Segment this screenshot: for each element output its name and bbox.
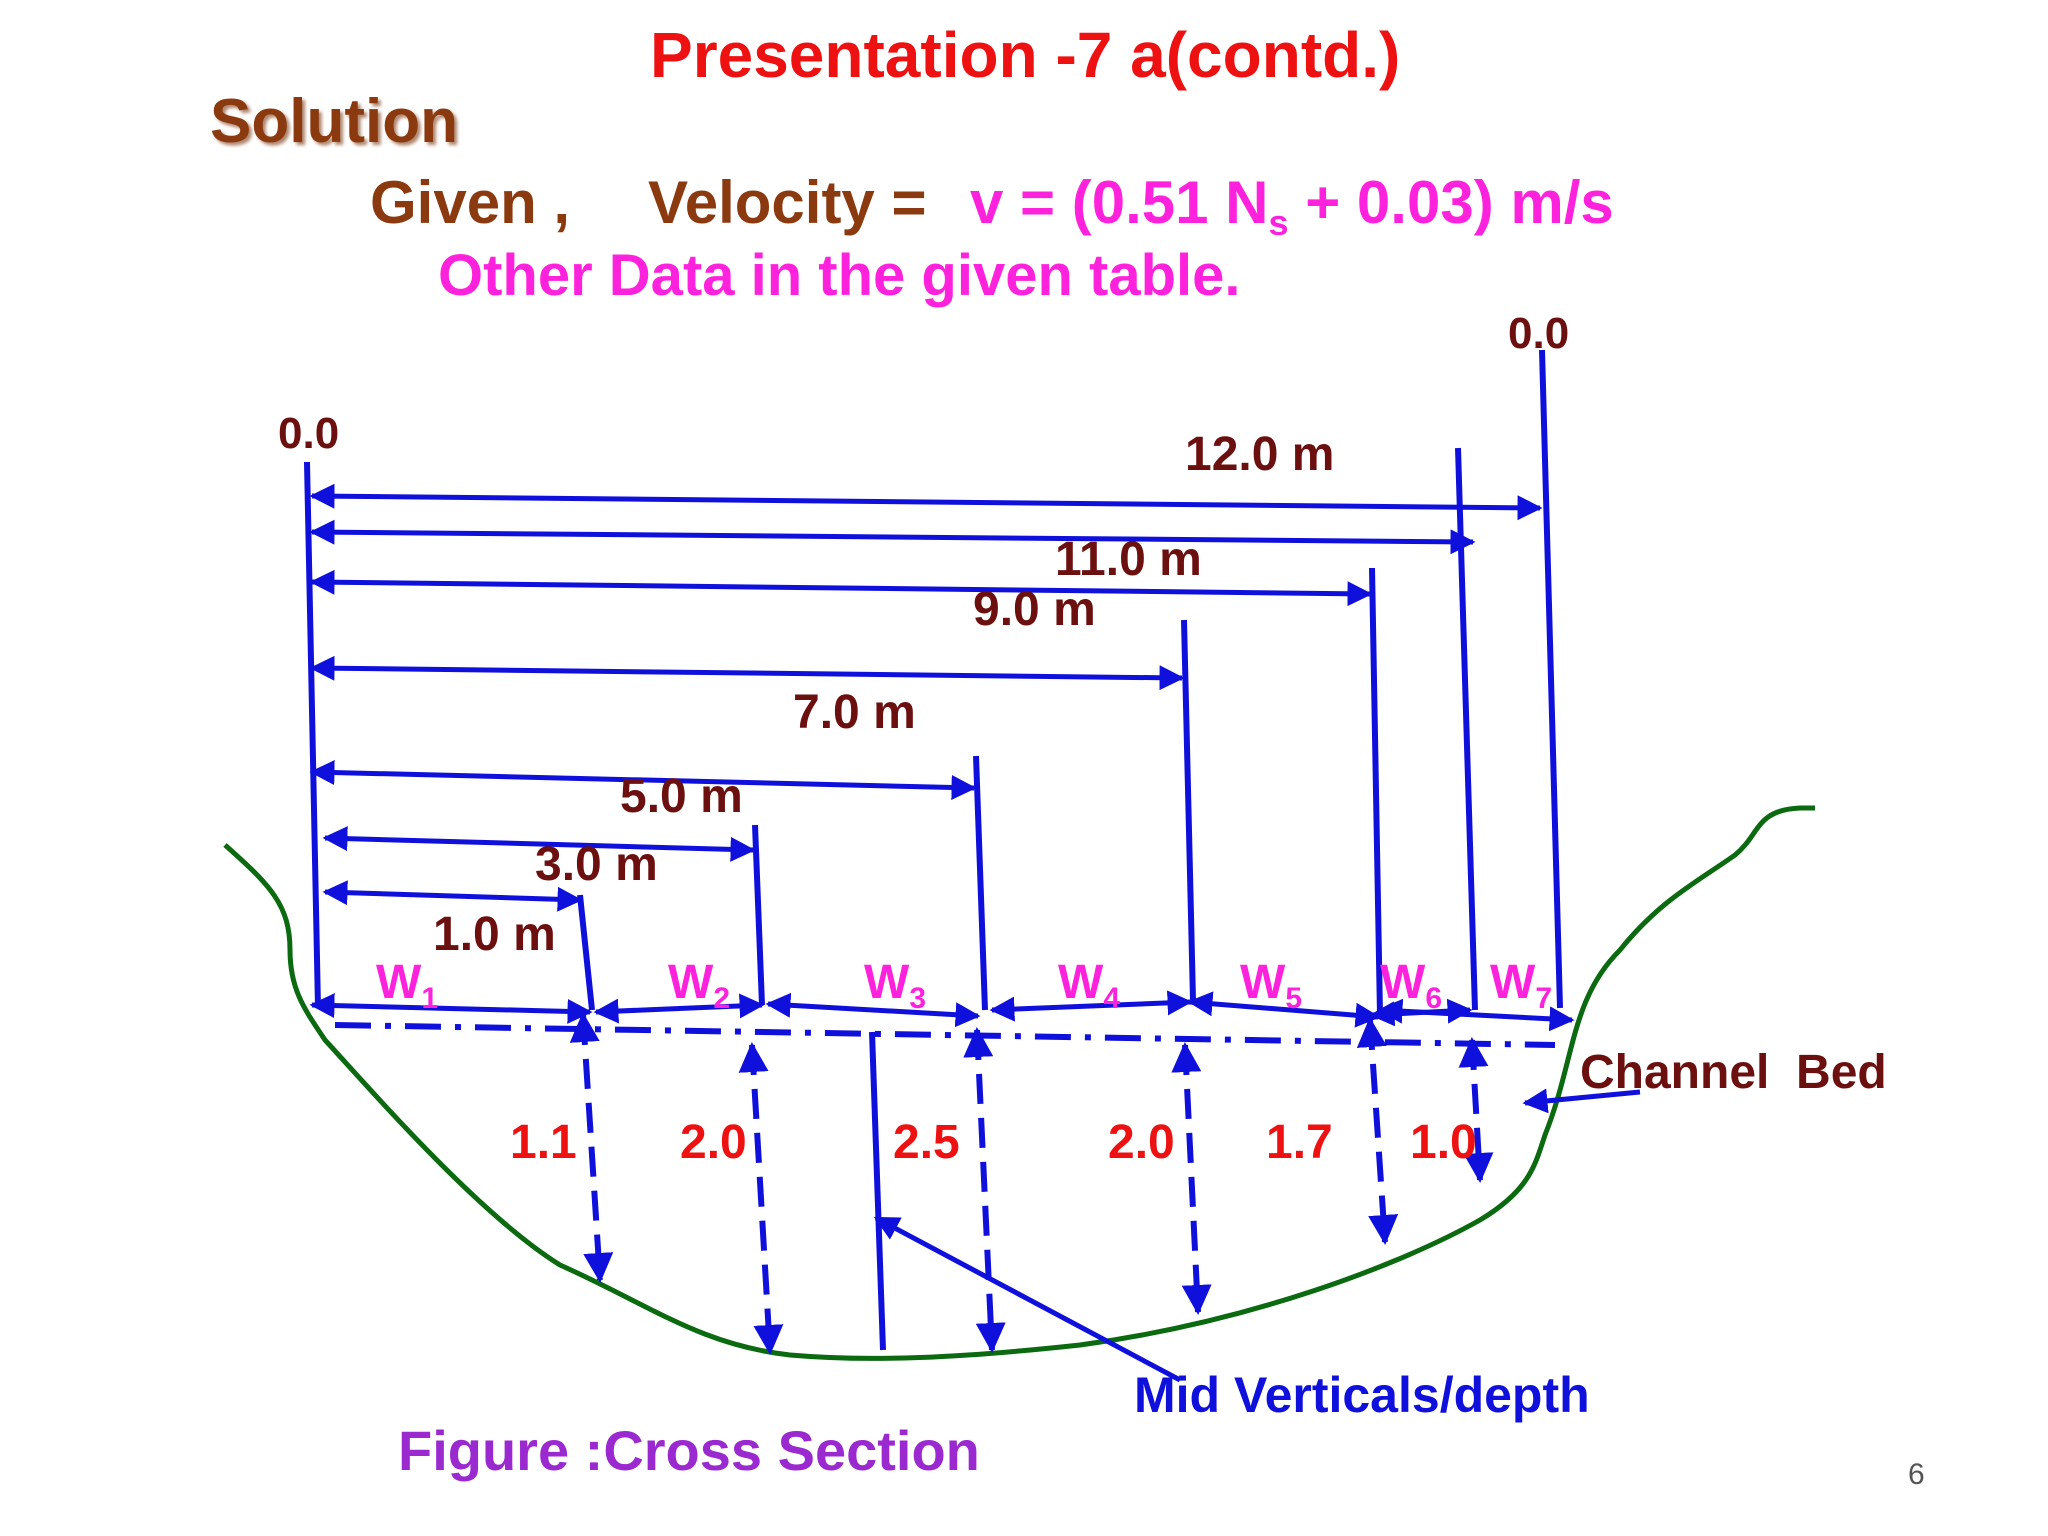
width-arrow-7 (1377, 998, 1575, 1032)
distance-arrows (309, 483, 1543, 912)
dim-arrow-3m (322, 826, 756, 862)
depth-arrow-1 (569, 1012, 614, 1283)
width-label-2: W2 (668, 956, 730, 1015)
width-w3-sub: 3 (909, 982, 926, 1015)
origin-left-label: 0.0 (278, 409, 339, 458)
station-line-3 (752, 824, 765, 1006)
width-w6-letter: W (1380, 956, 1426, 1009)
station-line-11 (1455, 447, 1478, 1011)
mid-vertical-pointer (873, 1215, 1182, 1383)
channel-bed-pointer (1522, 1088, 1641, 1114)
distance-label-1m: 1.0 m (433, 908, 556, 961)
distance-label-5m: 5.0 m (620, 770, 743, 823)
station-line-7 (1181, 619, 1196, 1001)
dim-arrow-7m (309, 655, 1185, 691)
depth-arrow-4 (1171, 1042, 1212, 1315)
depth-label-6: 1.0 (1410, 1116, 1477, 1169)
width-w4-letter: W (1058, 956, 1104, 1009)
slide-title: Presentation -7 a(contd.) (650, 19, 1401, 91)
given-label: Given , (370, 169, 571, 236)
width-label-3: W3 (864, 956, 926, 1015)
distance-label-11m: 11.0 m (1055, 533, 1202, 586)
dim-arrow-11m (309, 519, 1476, 555)
station-line-9 (1369, 567, 1383, 1016)
width-w2-letter: W (668, 956, 714, 1009)
width-w7-letter: W (1490, 956, 1536, 1009)
dim-arrow-5m (309, 760, 977, 800)
station-line-1 (577, 894, 595, 1011)
depth-label-1: 1.1 (510, 1116, 577, 1169)
figure-caption: Figure :Cross Section (398, 1419, 980, 1482)
width-label-4: W4 (1058, 956, 1120, 1015)
width-w5-letter: W (1240, 956, 1286, 1009)
depth-arrows (569, 1012, 1494, 1355)
velocity-label: Velocity = (648, 169, 927, 236)
depth-arrow-5 (1356, 1017, 1399, 1245)
width-w1-letter: W (376, 956, 422, 1009)
solution-heading: Solution (210, 87, 458, 156)
station-line-5 (973, 755, 988, 1011)
water-surface-line (334, 1022, 1556, 1048)
width-w1-sub: 1 (421, 982, 438, 1015)
distance-label-12m: 12.0 m (1185, 428, 1334, 481)
mid-verticals-label: Mid Verticals/depth (1134, 1367, 1590, 1423)
depth-arrow-2 (738, 1042, 784, 1355)
width-w4-sub: 4 (1103, 982, 1120, 1015)
dim-arrow-12m (309, 483, 1543, 521)
width-arrow-4 (989, 990, 1193, 1022)
width-label-5: W5 (1240, 956, 1302, 1015)
width-arrow-3 (765, 992, 981, 1028)
depth-arrow-6 (1458, 1037, 1494, 1183)
formula-main: v = (0.51 N (970, 169, 1269, 236)
mid-vertical-reference (869, 1031, 886, 1351)
other-data-note: Other Data in the given table. (438, 243, 1241, 308)
width-arrow-2 (593, 993, 765, 1024)
channel-bed-label: Channel Bed (1580, 1046, 1887, 1099)
channel-bed-curve (223, 805, 1815, 1361)
width-label-6: W6 (1380, 956, 1442, 1015)
width-arrows (309, 990, 1575, 1032)
width-arrow-5 (1187, 991, 1381, 1028)
width-w2-sub: 2 (713, 982, 730, 1015)
origin-right-label: 0.0 (1508, 309, 1569, 358)
left-datum-line (304, 461, 321, 1009)
distance-label-3m: 3.0 m (535, 838, 658, 891)
width-arrow-1 (309, 993, 593, 1024)
width-label-1: W1 (376, 956, 438, 1015)
formula-subscript: s (1268, 202, 1289, 243)
dim-arrow-9m (309, 569, 1373, 607)
depth-label-3: 2.5 (893, 1116, 960, 1169)
width-w6-sub: 6 (1425, 982, 1442, 1015)
width-w5-sub: 5 (1285, 982, 1302, 1015)
depth-label-2: 2.0 (680, 1116, 747, 1169)
depth-arrow-3 (963, 1027, 1006, 1353)
width-w3-letter: W (864, 956, 910, 1009)
right-datum-line (1539, 349, 1563, 1009)
dim-arrow-1m (322, 880, 583, 912)
depth-label-4: 2.0 (1108, 1116, 1175, 1169)
distance-label-9m: 9.0 m (973, 583, 1096, 636)
formula-rest: + 0.03) m/s (1288, 169, 1614, 236)
depth-label-5: 1.7 (1266, 1116, 1333, 1169)
width-label-7: W7 (1490, 956, 1552, 1015)
velocity-formula: v = (0.51 Ns + 0.03) m/s (970, 168, 1614, 244)
distance-label-7m: 7.0 m (793, 686, 916, 739)
page-number: 6 (1908, 1458, 1925, 1491)
width-w7-sub: 7 (1535, 982, 1552, 1015)
